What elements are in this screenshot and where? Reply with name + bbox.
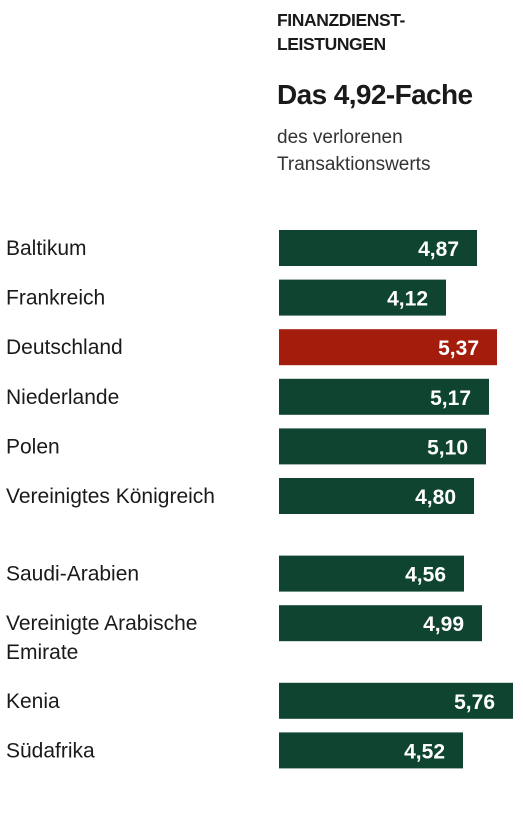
bar [279,478,474,514]
bar [279,230,477,266]
category-label: Vereinigtes Königreich [6,485,215,508]
chart-subtitle: des verlorenen Transaktionswerts [277,127,431,175]
value-label: 4,52 [404,740,445,763]
bar [279,279,446,316]
category-label: Niederlande [6,386,119,409]
chart-title: FINANZDIENST- LEISTUNGEN [277,10,405,54]
value-label: 5,37 [438,337,479,360]
category-label: Baltikum [6,237,87,260]
bar [279,682,513,719]
category-label: Deutschland [6,336,123,359]
bar [279,732,463,769]
chart-headline: Das 4,92-Fache [277,79,473,110]
value-label: 4,87 [418,238,459,261]
value-label: 4,56 [405,564,446,587]
value-label: 4,12 [387,288,428,311]
bar [279,378,489,415]
category-label: Saudi-Arabien [6,563,139,586]
value-label: 4,99 [423,613,464,636]
bar [279,428,486,465]
category-label: Frankreich [6,287,105,310]
bar [279,555,464,592]
value-label: 5,76 [454,691,495,714]
value-label: 4,80 [415,486,456,509]
category-label: Vereinigte Arabische Emirate [6,612,197,664]
bar-highlight [279,329,497,366]
value-label: 5,17 [430,387,471,410]
bar [279,605,482,642]
category-label: Kenia [6,690,60,713]
category-label: Polen [6,435,60,458]
chart-header: FINANZDIENST- LEISTUNGEN Das 4,92-Fache … [277,8,517,178]
value-label: 5,10 [427,436,468,459]
category-label: Südafrika [6,739,95,762]
